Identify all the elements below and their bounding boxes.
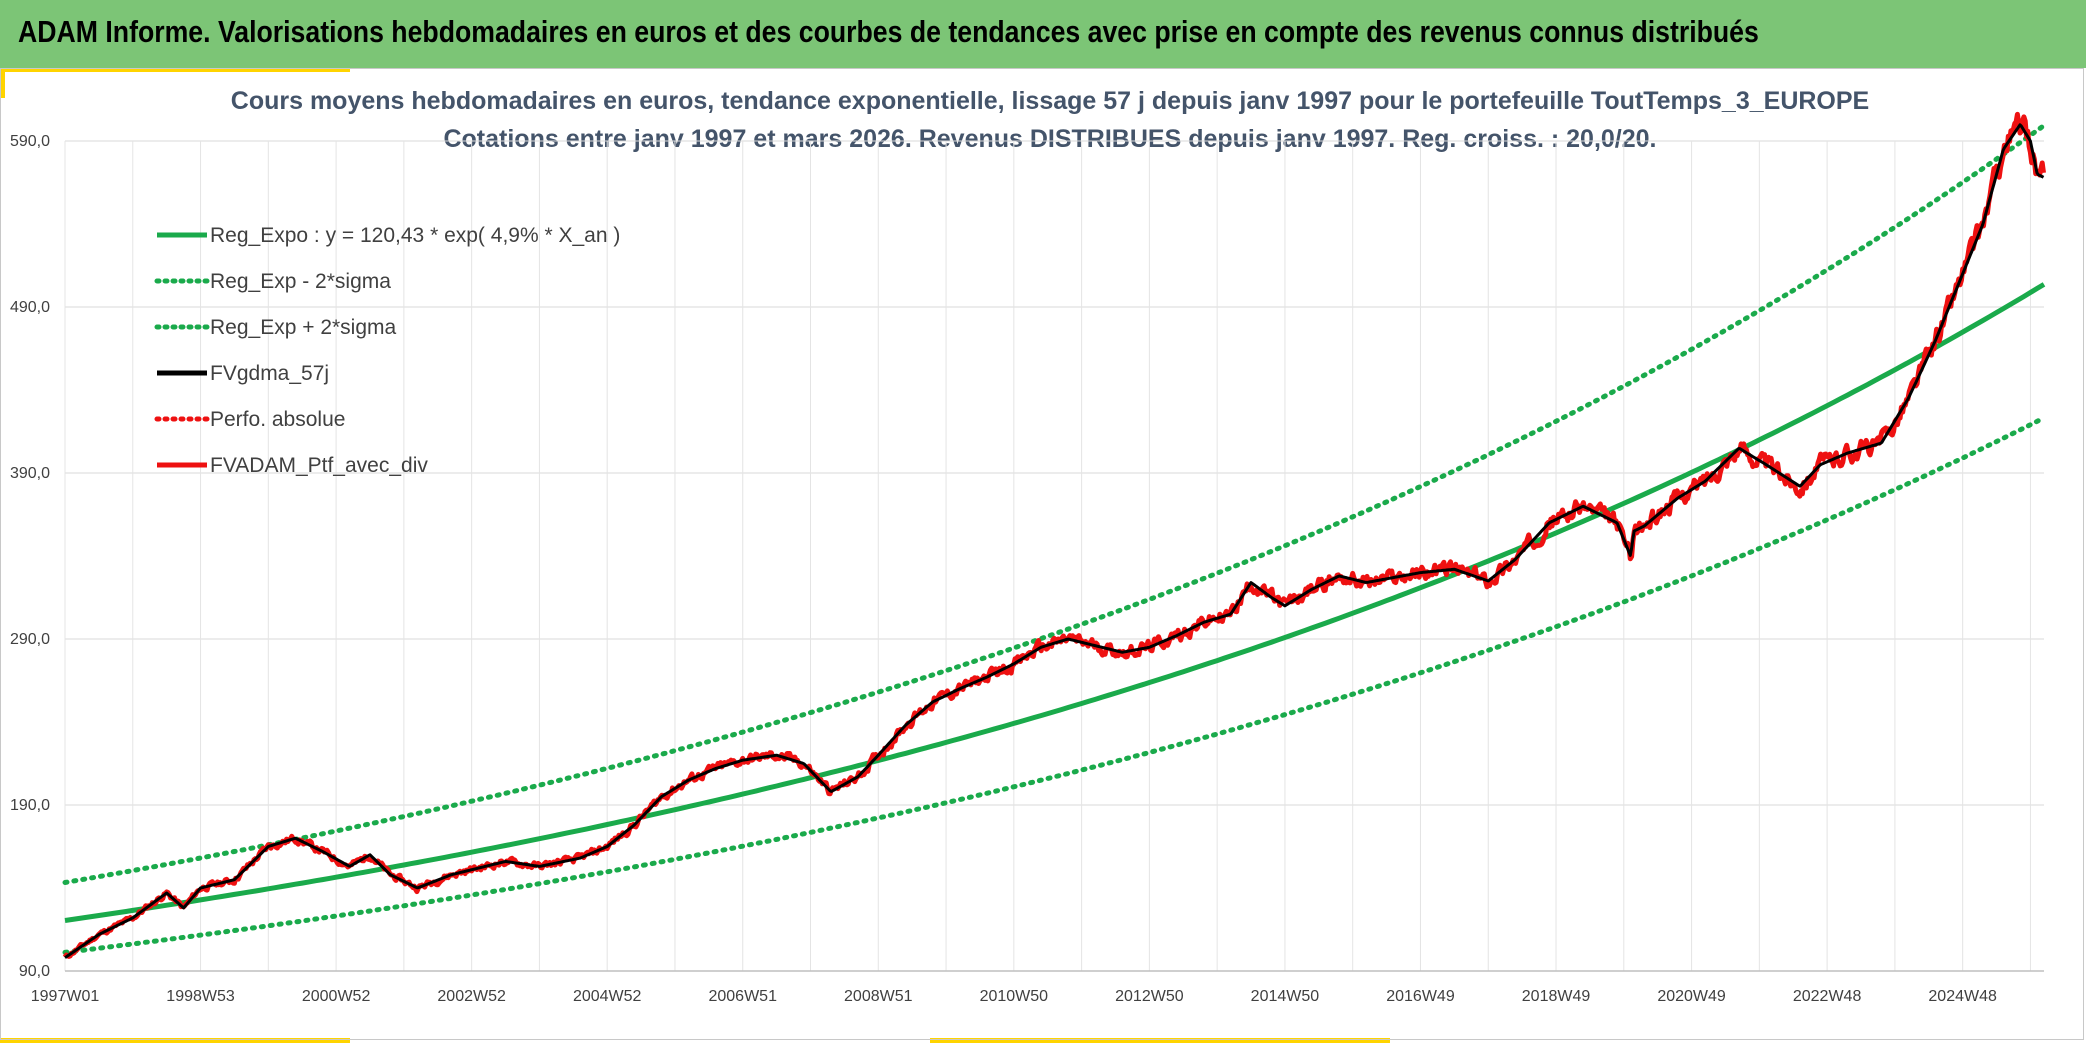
legend-label: Reg_Exp + 2*sigma	[210, 316, 397, 339]
y-tick-label: 290,0	[10, 631, 50, 648]
chart-title: Cours moyens hebdomadaires en euros, ten…	[231, 87, 1869, 115]
y-tick-label: 390,0	[10, 465, 50, 482]
x-tick-label: 2010W50	[980, 988, 1049, 1005]
series-reg-expo	[64, 282, 2046, 923]
y-tick-label: 490,0	[10, 299, 50, 316]
series-reg-exp-minus-2sigma	[62, 415, 2047, 955]
x-tick-label: 2004W52	[573, 988, 642, 1005]
legend-label: FVgdma_57j	[210, 362, 329, 385]
x-tick-label: 2024W48	[1928, 988, 1997, 1005]
x-tick-label: 2016W49	[1386, 988, 1455, 1005]
series-reg-exp-plus-2sigma	[62, 123, 2047, 885]
x-tick-label: 2002W52	[437, 988, 506, 1005]
y-axis-ticks: 90,0 190,0 290,0 390,0 490,0 590,0	[10, 133, 50, 980]
series-fvgdma-57j	[64, 123, 2045, 959]
legend-label: Reg_Expo : y = 120,43 * exp( 4,9% * X_an…	[210, 224, 620, 247]
legend-label: Perfo. absolue	[210, 408, 345, 431]
legend-label: FVADAM_Ptf_avec_div	[210, 454, 428, 477]
legend: Reg_Expo : y = 120,43 * exp( 4,9% * X_an…	[154, 224, 620, 477]
page-title: ADAM Informe. Valorisations hebdomadaire…	[18, 14, 1759, 49]
x-tick-label: 1998W53	[166, 988, 235, 1005]
x-tick-label: 2008W51	[844, 988, 913, 1005]
x-tick-label: 2000W52	[302, 988, 371, 1005]
legend-label: Reg_Exp - 2*sigma	[210, 270, 391, 293]
accent-bar-left	[0, 68, 5, 98]
x-axis-ticks: 1997W01 1998W53 2000W52 2002W52 2004W52 2006W…	[31, 988, 1997, 1005]
y-tick-label: 90,0	[19, 963, 50, 980]
x-tick-label: 2006W51	[708, 988, 777, 1005]
chart: Cours moyens hebdomadaires en euros, ten…	[10, 87, 2047, 1005]
accent-bar-bottom-left	[0, 1038, 350, 1043]
x-tick-label: 2020W49	[1657, 988, 1726, 1005]
grid-lines	[64, 140, 2044, 972]
chart-frame	[0, 68, 2084, 1040]
accent-bar-top-left	[0, 68, 350, 72]
x-tick-label: 2012W50	[1115, 988, 1184, 1005]
x-tick-label: 2014W50	[1251, 988, 1320, 1005]
chart-subtitle: Cotations entre janv 1997 et mars 2026. …	[443, 125, 1656, 153]
x-tick-label: 2018W49	[1522, 988, 1591, 1005]
header-banner: ADAM Informe. Valorisations hebdomadaire…	[0, 0, 2086, 68]
y-tick-label: 190,0	[10, 797, 50, 814]
x-tick-label: 1997W01	[31, 988, 100, 1005]
accent-bar-bottom-mid	[930, 1038, 1390, 1043]
x-tick-label: 2022W48	[1793, 988, 1862, 1005]
plot-series	[62, 111, 2047, 959]
y-tick-label: 590,0	[10, 133, 50, 150]
